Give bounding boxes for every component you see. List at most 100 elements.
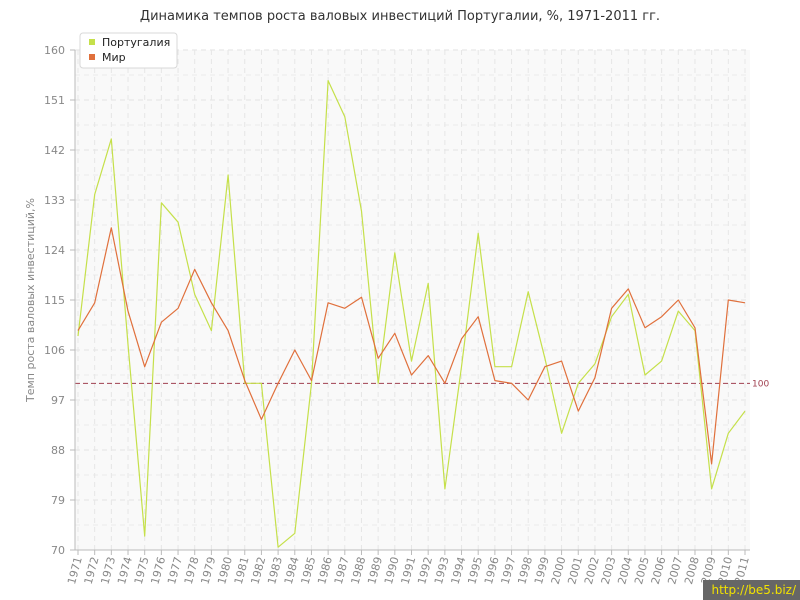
data-point: [327, 79, 330, 82]
data-point: [493, 379, 496, 382]
data-point: [427, 354, 430, 357]
data-point: [393, 332, 396, 335]
data-point: [210, 301, 213, 304]
data-point: [277, 546, 280, 549]
series-line: [77, 227, 746, 465]
data-point: [510, 365, 513, 368]
data-point: [377, 382, 380, 385]
legend: Португалия Мир: [79, 32, 178, 69]
data-point: [310, 379, 313, 382]
data-point: [527, 290, 530, 293]
data-point: [460, 337, 463, 340]
data-point: [627, 293, 630, 296]
data-point: [177, 221, 180, 224]
x-tick-labels: 1971197219731974197519761977197819791980…: [65, 555, 752, 585]
y-tick-labels: 70 79 88 97 106 115 124 133 142 151 160: [44, 44, 65, 557]
data-point: [193, 293, 196, 296]
y-tick-label: 124: [44, 244, 65, 257]
data-point: [660, 315, 663, 318]
data-point: [727, 299, 730, 302]
data-point: [327, 301, 330, 304]
data-point: [643, 326, 646, 329]
legend-swatch: [89, 39, 95, 45]
data-point: [410, 360, 413, 363]
data-point: [227, 329, 230, 332]
data-point: [443, 487, 446, 490]
data-point: [143, 365, 146, 368]
data-point: [243, 379, 246, 382]
data-point: [727, 432, 730, 435]
series-line: [77, 79, 746, 548]
legend-swatch: [89, 54, 95, 60]
data-point: [677, 299, 680, 302]
series-lines: [77, 79, 747, 549]
data-point: [160, 201, 163, 204]
data-point: [260, 382, 263, 385]
data-point: [377, 357, 380, 360]
data-point: [577, 410, 580, 413]
data-point: [610, 307, 613, 310]
y-tick-label: 70: [51, 544, 65, 557]
data-point: [560, 432, 563, 435]
data-point: [410, 374, 413, 377]
axes: [70, 49, 750, 555]
data-point: [443, 382, 446, 385]
data-point: [77, 329, 80, 332]
series-2: [77, 226, 747, 465]
data-point: [593, 376, 596, 379]
data-point: [710, 462, 713, 465]
data-point: [343, 307, 346, 310]
data-point: [577, 382, 580, 385]
legend-box: [79, 32, 178, 69]
data-point: [593, 362, 596, 365]
data-point: [127, 343, 130, 346]
data-point: [293, 532, 296, 535]
y-tick-label: 106: [44, 344, 65, 357]
data-point: [293, 349, 296, 352]
data-point: [477, 315, 480, 318]
data-point: [427, 282, 430, 285]
data-point: [360, 296, 363, 299]
legend-label: Мир: [102, 51, 126, 64]
data-point: [143, 535, 146, 538]
data-point: [277, 382, 280, 385]
y-tick-label: 151: [44, 94, 65, 107]
data-point: [210, 329, 213, 332]
data-point: [127, 310, 130, 313]
data-point: [393, 251, 396, 254]
data-point: [260, 418, 263, 421]
y-tick-label: 160: [44, 44, 65, 57]
data-point: [477, 232, 480, 235]
data-point: [193, 268, 196, 271]
data-point: [660, 360, 663, 363]
data-point: [677, 310, 680, 313]
data-point: [627, 287, 630, 290]
data-point: [77, 335, 80, 338]
y-tick-label: 142: [44, 144, 65, 157]
data-point: [460, 365, 463, 368]
data-point: [527, 399, 530, 402]
series-1: [77, 79, 746, 549]
data-point: [543, 365, 546, 368]
data-point: [160, 321, 163, 324]
data-point: [744, 301, 747, 304]
data-point: [493, 365, 496, 368]
data-point: [360, 210, 363, 213]
reference-line-label: 100: [752, 379, 769, 389]
y-tick-label: 133: [44, 194, 65, 207]
y-tick-label: 97: [51, 394, 65, 407]
data-point: [93, 301, 96, 304]
legend-label: Португалия: [102, 36, 170, 49]
data-point: [110, 226, 113, 229]
data-point: [510, 382, 513, 385]
y-tick-label: 115: [44, 294, 65, 307]
data-point: [177, 307, 180, 310]
data-point: [343, 115, 346, 118]
y-axis-label: Темп роста валовых инвестиций,%: [24, 198, 37, 403]
reference-line-group: 100: [75, 379, 769, 389]
data-point: [93, 193, 96, 196]
data-point: [693, 326, 696, 329]
data-point: [543, 357, 546, 360]
chart-title: Динамика темпов роста валовых инвестиций…: [139, 9, 661, 24]
data-point: [643, 374, 646, 377]
